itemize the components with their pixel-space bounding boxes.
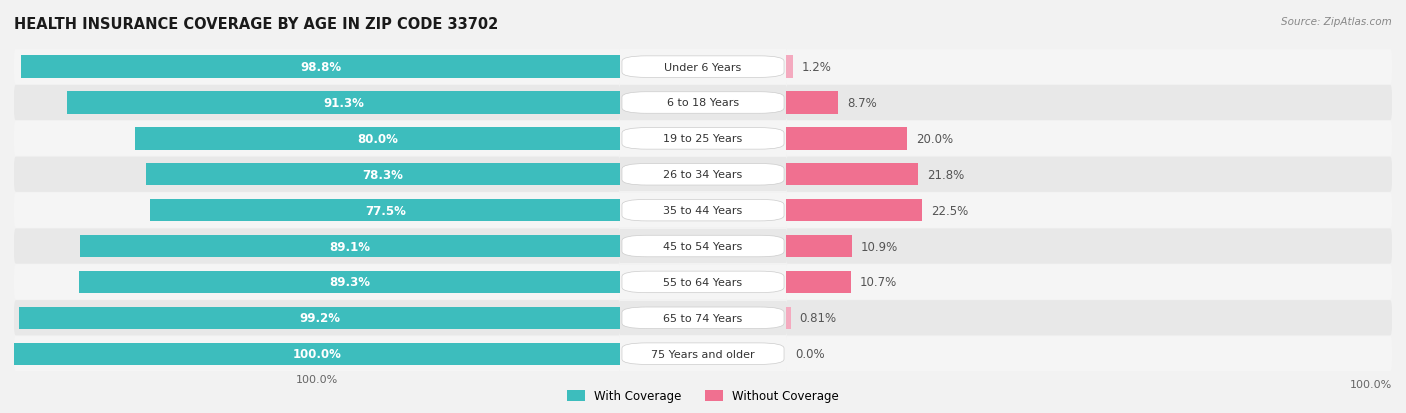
- FancyBboxPatch shape: [786, 157, 1392, 192]
- Text: 89.3%: 89.3%: [329, 276, 370, 289]
- FancyBboxPatch shape: [14, 193, 620, 228]
- Text: 10.7%: 10.7%: [859, 276, 897, 289]
- Bar: [146, 164, 620, 186]
- FancyBboxPatch shape: [621, 128, 785, 150]
- Text: 35 to 44 Years: 35 to 44 Years: [664, 206, 742, 216]
- FancyBboxPatch shape: [14, 301, 620, 335]
- FancyBboxPatch shape: [620, 122, 786, 156]
- FancyBboxPatch shape: [620, 301, 786, 335]
- FancyBboxPatch shape: [786, 301, 1392, 335]
- FancyBboxPatch shape: [786, 229, 1392, 264]
- Text: 6 to 18 Years: 6 to 18 Years: [666, 98, 740, 108]
- Text: 19 to 25 Years: 19 to 25 Years: [664, 134, 742, 144]
- FancyBboxPatch shape: [14, 121, 620, 157]
- Text: 65 to 74 Years: 65 to 74 Years: [664, 313, 742, 323]
- FancyBboxPatch shape: [786, 336, 1392, 371]
- FancyBboxPatch shape: [786, 121, 1392, 157]
- Text: 22.5%: 22.5%: [931, 204, 969, 217]
- FancyBboxPatch shape: [786, 86, 1392, 121]
- FancyBboxPatch shape: [14, 86, 620, 121]
- Text: 55 to 64 Years: 55 to 64 Years: [664, 277, 742, 287]
- Bar: [786, 56, 793, 78]
- Text: 77.5%: 77.5%: [366, 204, 406, 217]
- FancyBboxPatch shape: [621, 57, 785, 78]
- Legend: With Coverage, Without Coverage: With Coverage, Without Coverage: [562, 385, 844, 407]
- Text: 0.81%: 0.81%: [800, 311, 837, 325]
- Text: 100.0%: 100.0%: [292, 347, 342, 360]
- Text: 0.0%: 0.0%: [794, 347, 824, 360]
- Text: 98.8%: 98.8%: [301, 61, 342, 74]
- Bar: [79, 271, 620, 293]
- Text: Under 6 Years: Under 6 Years: [665, 62, 741, 72]
- Text: 10.9%: 10.9%: [860, 240, 898, 253]
- Bar: [786, 128, 907, 150]
- Text: 78.3%: 78.3%: [363, 169, 404, 181]
- Text: 1.2%: 1.2%: [801, 61, 832, 74]
- Bar: [786, 164, 918, 186]
- FancyBboxPatch shape: [621, 343, 785, 365]
- FancyBboxPatch shape: [620, 229, 786, 263]
- FancyBboxPatch shape: [620, 86, 786, 121]
- FancyBboxPatch shape: [14, 50, 620, 85]
- FancyBboxPatch shape: [14, 229, 620, 264]
- FancyBboxPatch shape: [786, 50, 1392, 85]
- FancyBboxPatch shape: [621, 236, 785, 257]
- FancyBboxPatch shape: [620, 50, 786, 85]
- Bar: [21, 56, 620, 78]
- FancyBboxPatch shape: [620, 337, 786, 371]
- Bar: [18, 307, 620, 329]
- Bar: [67, 92, 620, 114]
- Text: 89.1%: 89.1%: [330, 240, 371, 253]
- X-axis label: 100.0%: 100.0%: [297, 375, 339, 385]
- FancyBboxPatch shape: [621, 307, 785, 329]
- Text: 45 to 54 Years: 45 to 54 Years: [664, 242, 742, 252]
- FancyBboxPatch shape: [14, 157, 620, 192]
- FancyBboxPatch shape: [620, 193, 786, 228]
- Text: 80.0%: 80.0%: [357, 133, 398, 145]
- FancyBboxPatch shape: [621, 200, 785, 221]
- Text: 26 to 34 Years: 26 to 34 Years: [664, 170, 742, 180]
- Text: 99.2%: 99.2%: [299, 311, 340, 325]
- FancyBboxPatch shape: [620, 158, 786, 192]
- Text: 91.3%: 91.3%: [323, 97, 364, 110]
- Bar: [150, 199, 620, 222]
- Text: 100.0%: 100.0%: [1350, 380, 1392, 389]
- Bar: [786, 235, 852, 258]
- Bar: [14, 343, 620, 365]
- Bar: [786, 307, 790, 329]
- FancyBboxPatch shape: [621, 271, 785, 293]
- FancyBboxPatch shape: [621, 164, 785, 185]
- Text: 8.7%: 8.7%: [848, 97, 877, 110]
- Text: HEALTH INSURANCE COVERAGE BY AGE IN ZIP CODE 33702: HEALTH INSURANCE COVERAGE BY AGE IN ZIP …: [14, 17, 498, 31]
- FancyBboxPatch shape: [786, 265, 1392, 300]
- Bar: [135, 128, 620, 150]
- Text: Source: ZipAtlas.com: Source: ZipAtlas.com: [1281, 17, 1392, 26]
- Bar: [786, 199, 922, 222]
- Text: 75 Years and older: 75 Years and older: [651, 349, 755, 359]
- FancyBboxPatch shape: [620, 265, 786, 299]
- FancyBboxPatch shape: [621, 93, 785, 114]
- FancyBboxPatch shape: [14, 265, 620, 300]
- FancyBboxPatch shape: [14, 336, 620, 371]
- Text: 21.8%: 21.8%: [927, 169, 965, 181]
- Text: 20.0%: 20.0%: [917, 133, 953, 145]
- Bar: [786, 271, 851, 293]
- Bar: [786, 92, 838, 114]
- FancyBboxPatch shape: [786, 193, 1392, 228]
- Bar: [80, 235, 620, 258]
